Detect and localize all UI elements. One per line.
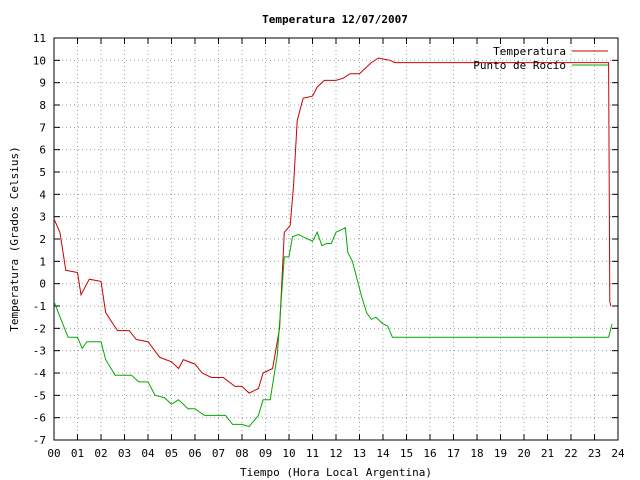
- x-tick-label: 08: [235, 447, 248, 460]
- x-tick-label: 00: [47, 447, 60, 460]
- y-tick-label: 5: [39, 166, 46, 179]
- x-tick-label: 19: [494, 447, 507, 460]
- x-tick-label: 16: [423, 447, 436, 460]
- x-tick-label: 03: [118, 447, 131, 460]
- x-tick-label: 09: [259, 447, 272, 460]
- legend-label: Temperatura: [493, 45, 566, 58]
- x-tick-label: 06: [188, 447, 201, 460]
- y-tick-label: -5: [33, 389, 46, 402]
- y-axis-label: Temperatura (Grados Celsius): [8, 146, 21, 331]
- x-tick-label: 17: [447, 447, 460, 460]
- y-tick-label: 11: [33, 32, 46, 45]
- x-tick-label: 15: [400, 447, 413, 460]
- y-tick-label: -4: [33, 367, 47, 380]
- y-tick-label: 8: [39, 99, 46, 112]
- y-tick-label: 6: [39, 144, 46, 157]
- y-tick-label: -1: [33, 300, 46, 313]
- x-tick-label: 21: [541, 447, 554, 460]
- x-tick-label: 02: [94, 447, 107, 460]
- legend-label: Punto de Rocío: [473, 59, 566, 72]
- y-tick-label: -2: [33, 322, 46, 335]
- axis-ticks: 00 01 02 03 04 05 06 07 08 09 10 11 12 13 14 15 16 17 18 19…: [33, 32, 625, 460]
- grid-lines: [54, 38, 618, 440]
- series-lines: [53, 57, 613, 428]
- x-tick-label: 05: [165, 447, 178, 460]
- x-tick-label: 18: [470, 447, 483, 460]
- series-line-temperatura: [53, 57, 612, 394]
- y-tick-label: 7: [39, 121, 46, 134]
- x-tick-label: 13: [353, 447, 366, 460]
- x-tick-label: 04: [141, 447, 155, 460]
- y-tick-label: -6: [33, 412, 46, 425]
- x-tick-label: 01: [71, 447, 84, 460]
- chart-title: Temperatura 12/07/2007: [262, 13, 408, 26]
- x-tick-label: 07: [212, 447, 225, 460]
- y-tick-label: 2: [39, 233, 46, 246]
- x-tick-label: 10: [282, 447, 295, 460]
- y-tick-label: -7: [33, 434, 46, 447]
- x-tick-label: 11: [306, 447, 319, 460]
- x-tick-label: 14: [376, 447, 390, 460]
- y-tick-label: -3: [33, 345, 46, 358]
- x-tick-label: 23: [588, 447, 601, 460]
- y-tick-label: 0: [39, 278, 46, 291]
- y-tick-label: 9: [39, 77, 46, 90]
- y-tick-label: 4: [39, 188, 46, 201]
- x-tick-label: 12: [329, 447, 342, 460]
- y-tick-label: 10: [33, 54, 46, 67]
- x-tick-label: 22: [564, 447, 577, 460]
- x-tick-label: 20: [517, 447, 530, 460]
- y-tick-label: 3: [39, 211, 46, 224]
- series-line-punto-de-rocio: [53, 227, 613, 428]
- x-tick-label: 24: [611, 447, 625, 460]
- y-tick-label: 1: [39, 255, 46, 268]
- x-axis-label: Tiempo (Hora Local Argentina): [240, 466, 432, 479]
